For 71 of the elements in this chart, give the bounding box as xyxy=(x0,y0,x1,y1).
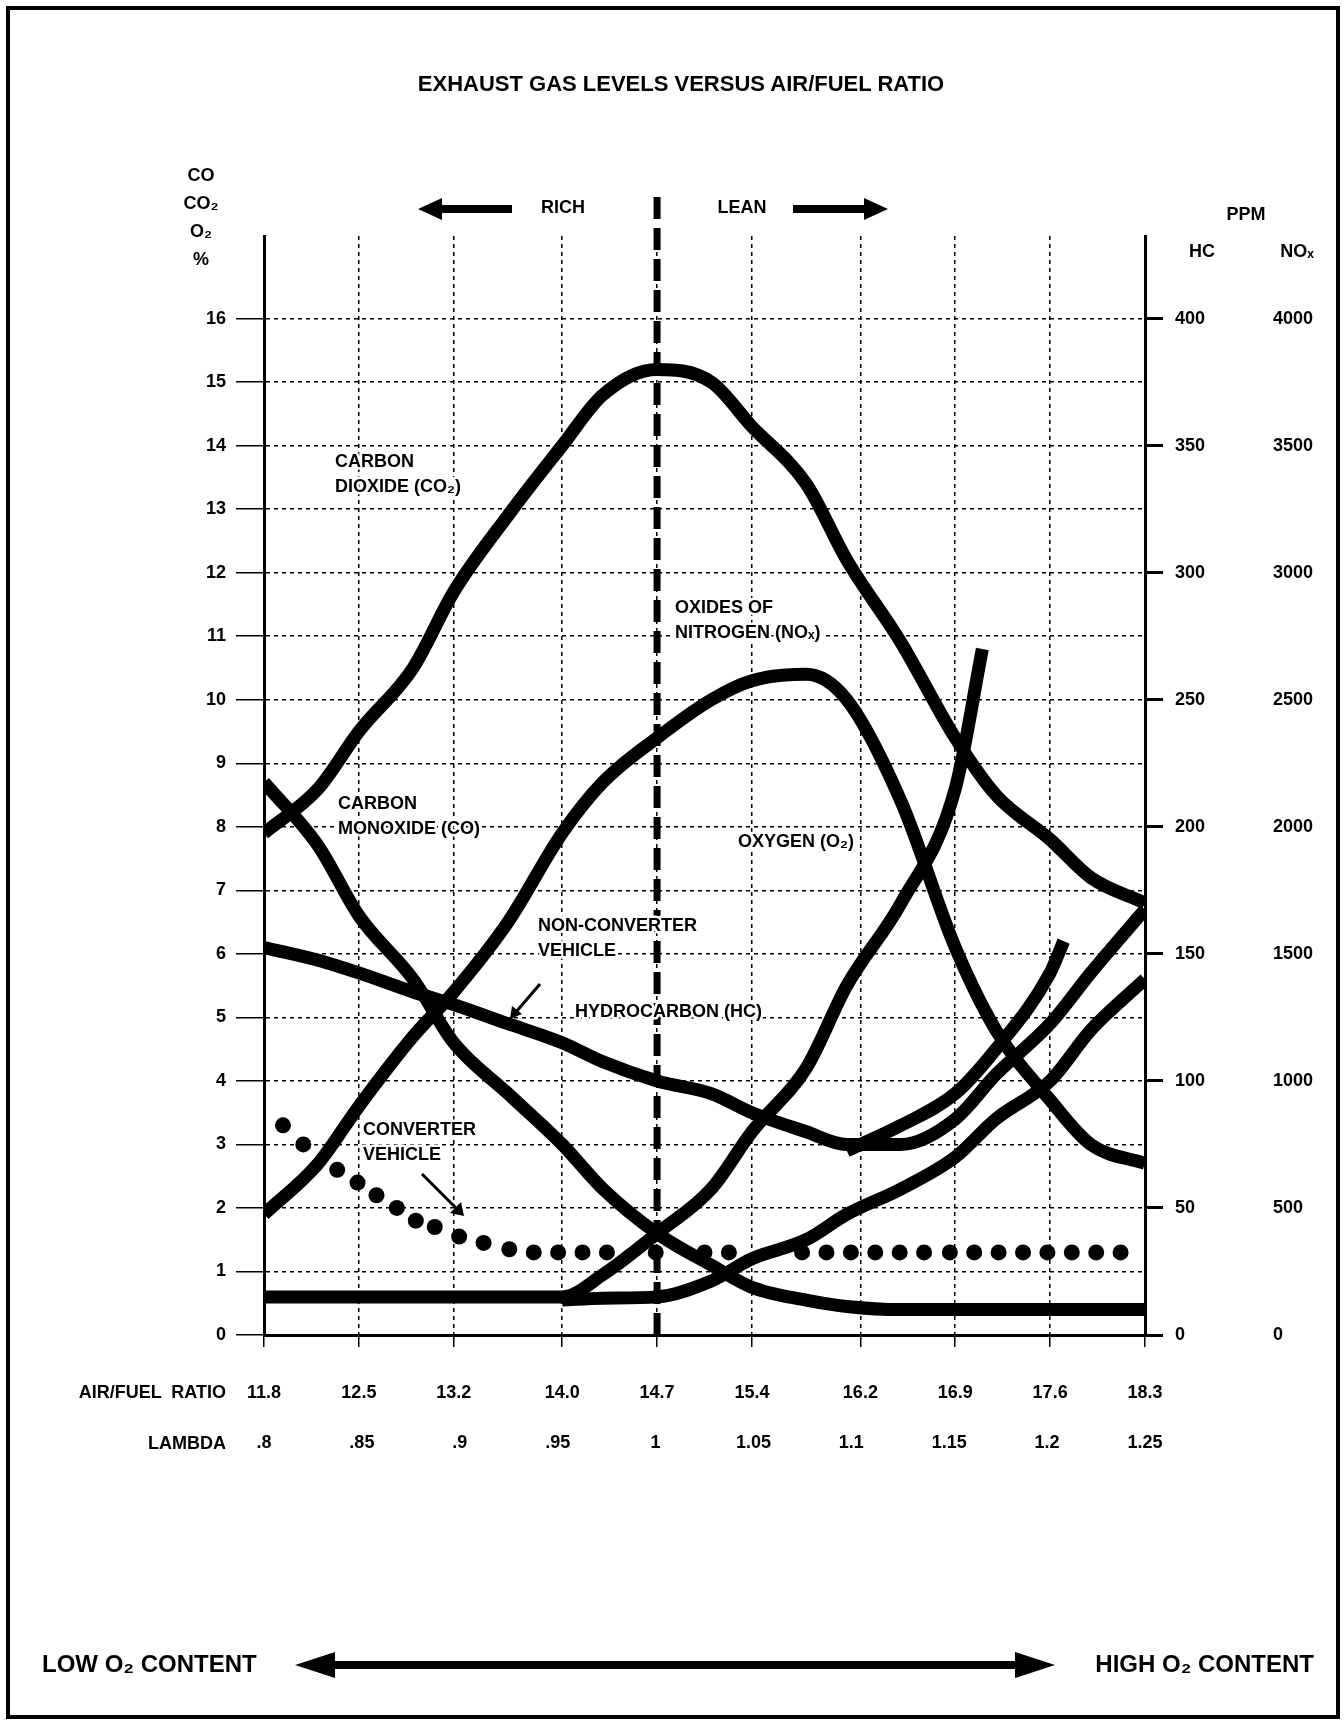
x2-tick-label: 1.15 xyxy=(931,1431,967,1452)
y2-tick-label: 250 xyxy=(1175,688,1206,709)
x-tick-label: 12.5 xyxy=(341,1381,377,1402)
text: LEAN xyxy=(717,196,767,217)
y-tick-label: 12 xyxy=(205,561,226,582)
x-tick-label: 17.6 xyxy=(1032,1381,1068,1402)
y2-tick-label: 200 xyxy=(1175,815,1206,836)
y-tick-label: 2 xyxy=(215,1196,226,1217)
x2-tick-label: 1.25 xyxy=(1127,1431,1163,1452)
y-tick-label: 15 xyxy=(205,371,226,392)
y3-tick-label: 1000 xyxy=(1273,1069,1314,1090)
y3-tick-label: 1500 xyxy=(1273,942,1314,963)
y-tick-label: 1 xyxy=(215,1260,226,1281)
x2-tick-label: .9 xyxy=(452,1431,468,1452)
y2-tick-label: 0 xyxy=(1175,1323,1186,1344)
text: HIGH O₂ CONTENT xyxy=(1095,1649,1315,1677)
y-tick-label: 0 xyxy=(215,1323,226,1344)
x-tick-label: 13.2 xyxy=(436,1381,472,1402)
y3-tick-label: 3000 xyxy=(1273,561,1314,582)
chart-title: EXHAUST GAS LEVELS VERSUS AIR/FUEL RATIO xyxy=(417,71,945,97)
x-tick-label: 16.2 xyxy=(842,1381,878,1402)
y3-tick-label: 2000 xyxy=(1273,815,1314,836)
y2-axis-title: HC xyxy=(1189,240,1215,261)
annotation: OXYGEN (O₂) xyxy=(738,830,855,851)
y-tick-label: 14 xyxy=(205,434,226,455)
x2-axis-title: LAMBDA xyxy=(148,1432,226,1453)
x2-tick-label: 1.1 xyxy=(838,1431,864,1452)
x-tick-label: 18.3 xyxy=(1127,1381,1163,1402)
y-tick-label: 7 xyxy=(215,879,226,900)
y-tick-label: 4 xyxy=(215,1069,226,1090)
y-tick-label: 6 xyxy=(215,942,226,963)
y-tick-label: 11 xyxy=(206,625,226,646)
x2-tick-label: .8 xyxy=(256,1431,272,1452)
annotation: CONVERTER VEHICLE xyxy=(363,1118,477,1164)
y3-tick-label: 4000 xyxy=(1273,307,1314,328)
annotation: CARBON MONOXIDE (CO) xyxy=(338,792,480,838)
y2-tick-label: 300 xyxy=(1175,561,1206,582)
y2-tick-label: 350 xyxy=(1175,434,1206,455)
y3-tick-label: 500 xyxy=(1273,1196,1304,1217)
annotation: CARBON DIOXIDE (CO₂) xyxy=(335,450,462,496)
x-tick-label: 11.8 xyxy=(246,1381,282,1402)
y3-tick-label: 2500 xyxy=(1273,688,1314,709)
text: LOW O₂ CONTENT xyxy=(42,1649,257,1677)
x-tick-label: 14.7 xyxy=(639,1381,675,1402)
y-tick-label: 3 xyxy=(215,1133,226,1154)
x-axis-title: AIR/FUEL RATIO xyxy=(78,1381,226,1402)
y-axis-title: CO CO₂ O₂ % xyxy=(183,164,219,269)
annotation: OXIDES OF NITROGEN (NOₓ) xyxy=(675,596,821,642)
x2-tick-label: 1.05 xyxy=(735,1431,771,1452)
x2-tick-label: .85 xyxy=(349,1431,375,1452)
x2-tick-label: 1.2 xyxy=(1034,1431,1060,1452)
y-tick-label: 13 xyxy=(205,498,226,519)
x-tick-label: 16.9 xyxy=(937,1381,973,1402)
x2-tick-label: 1 xyxy=(650,1431,661,1452)
text: RICH xyxy=(541,196,585,217)
x2-tick-label: .95 xyxy=(545,1431,571,1452)
y3-tick-label: 0 xyxy=(1273,1323,1284,1344)
y2-tick-label: 50 xyxy=(1175,1196,1196,1217)
y-tick-label: 16 xyxy=(205,307,226,328)
y-tick-label: 10 xyxy=(205,688,226,709)
y2-tick-label: 100 xyxy=(1175,1069,1206,1090)
y2-tick-label: 400 xyxy=(1175,307,1206,328)
x-tick-label: 14.0 xyxy=(544,1381,580,1402)
y-tick-label: 9 xyxy=(215,752,226,773)
y2-tick-label: 150 xyxy=(1175,942,1206,963)
text: PPM xyxy=(1226,203,1266,224)
y-tick-label: 8 xyxy=(215,815,226,836)
x-tick-label: 15.4 xyxy=(734,1381,770,1402)
y3-tick-label: 3500 xyxy=(1273,434,1314,455)
y3-axis-title: NOₓ xyxy=(1280,240,1315,261)
y-tick-label: 5 xyxy=(215,1006,226,1027)
